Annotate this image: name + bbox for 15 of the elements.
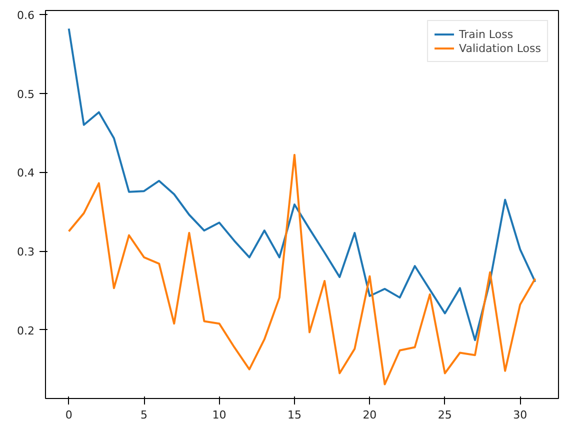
x-tick-label: 15 bbox=[287, 408, 302, 422]
y-tick-label: 0.4 bbox=[17, 166, 35, 180]
x-tick-label: 20 bbox=[362, 408, 377, 422]
x-tick-label: 25 bbox=[438, 408, 452, 422]
x-tick-label: 0 bbox=[65, 408, 72, 422]
y-tick-label: 0.5 bbox=[17, 88, 35, 101]
x-tick-label: 10 bbox=[212, 408, 226, 422]
legend-label: Train Loss bbox=[459, 27, 514, 41]
line-series bbox=[68, 154, 536, 386]
y-tick-label: 0.2 bbox=[17, 324, 35, 338]
legend-label: Validation Loss bbox=[459, 41, 541, 55]
x-tick-label: 30 bbox=[513, 408, 528, 422]
x-tick-label: 5 bbox=[140, 408, 148, 422]
y-tick-label: 0.6 bbox=[17, 8, 35, 22]
y-tick-label: 0.3 bbox=[17, 246, 35, 259]
